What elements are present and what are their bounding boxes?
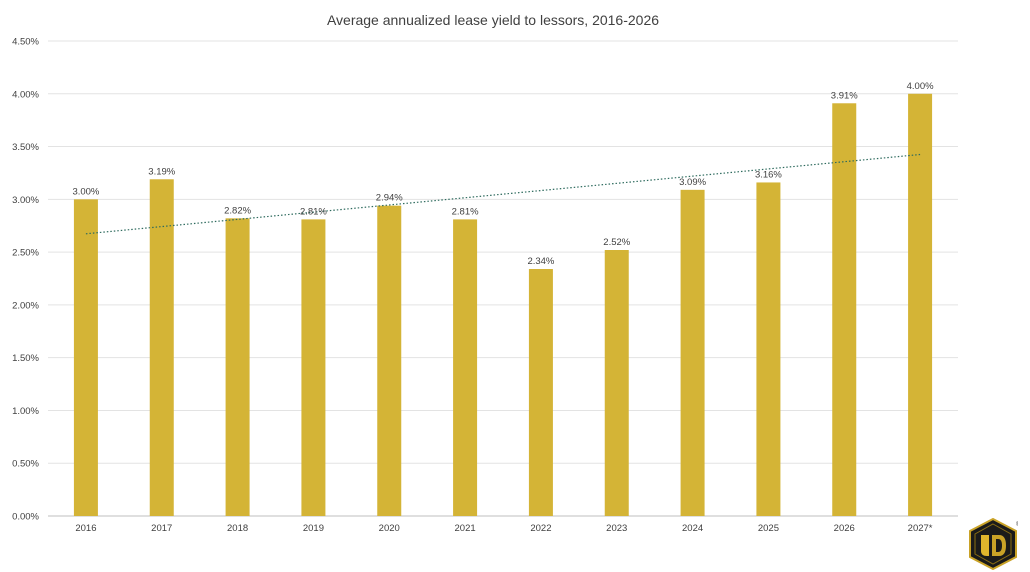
data-label: 4.00%: [907, 81, 934, 92]
y-tick-label: 2.50%: [12, 248, 39, 259]
x-tick-label: 2020: [379, 523, 400, 534]
y-tick-label: 1.50%: [12, 353, 39, 364]
y-tick-label: 1.00%: [12, 406, 39, 417]
data-label: 2.82%: [224, 205, 251, 216]
bar: [756, 182, 781, 516]
data-label: 3.00%: [72, 186, 99, 197]
trendline-group: [85, 153, 921, 235]
data-label: 3.09%: [679, 177, 706, 188]
data-label: 2.52%: [603, 237, 630, 248]
data-label: 2.81%: [452, 206, 479, 217]
x-tick-label: 2017: [151, 523, 172, 534]
chart-title: Average annualized lease yield to lessor…: [326, 12, 660, 28]
gridlines: [48, 40, 958, 517]
x-tick-label: 2016: [75, 523, 96, 534]
bar: [604, 250, 629, 516]
bar: [301, 219, 326, 516]
bar: [680, 189, 705, 517]
bar: [832, 103, 857, 517]
x-tick-label: 2026: [834, 523, 855, 534]
bar: [528, 269, 553, 516]
bar: [453, 219, 478, 516]
x-tick-label: 2021: [455, 523, 476, 534]
x-tick-label: 2025: [758, 523, 779, 534]
x-tick-label: 2022: [530, 523, 551, 534]
data-label: 3.91%: [831, 90, 858, 101]
bar: [225, 218, 250, 517]
y-tick-label: 0.50%: [12, 459, 39, 470]
y-tick-label: 3.50%: [12, 142, 39, 153]
trendline: [85, 153, 921, 235]
y-tick-label: 0.00%: [12, 512, 39, 523]
x-tick-label: 2023: [606, 523, 627, 534]
data-label: 2.81%: [300, 206, 327, 217]
x-tick-label: 2018: [227, 523, 248, 534]
y-tick-label: 3.00%: [12, 195, 39, 206]
trademark-symbol: ®: [1016, 521, 1018, 528]
x-tick-label: 2019: [303, 523, 324, 534]
company-logo-icon: ®: [969, 518, 1018, 570]
bars: [73, 93, 933, 517]
data-label: 3.16%: [755, 169, 782, 180]
data-label: 3.19%: [148, 166, 175, 177]
y-tick-label: 4.00%: [12, 89, 39, 100]
data-label: 2.34%: [527, 256, 554, 267]
data-label: 2.94%: [376, 193, 403, 204]
y-tick-label: 2.00%: [12, 300, 39, 311]
x-tick-label: 2027*: [908, 523, 933, 534]
bar: [73, 199, 98, 517]
bar: [908, 93, 933, 517]
y-tick-label: 4.50%: [12, 37, 39, 48]
bar: [149, 179, 174, 516]
bar: [377, 205, 402, 516]
x-tick-label: 2024: [682, 523, 703, 534]
labels: 0.00% 0.50% 1.00% 1.50% 2.00% 2.50% 3.00% 3.50%…: [12, 37, 934, 535]
